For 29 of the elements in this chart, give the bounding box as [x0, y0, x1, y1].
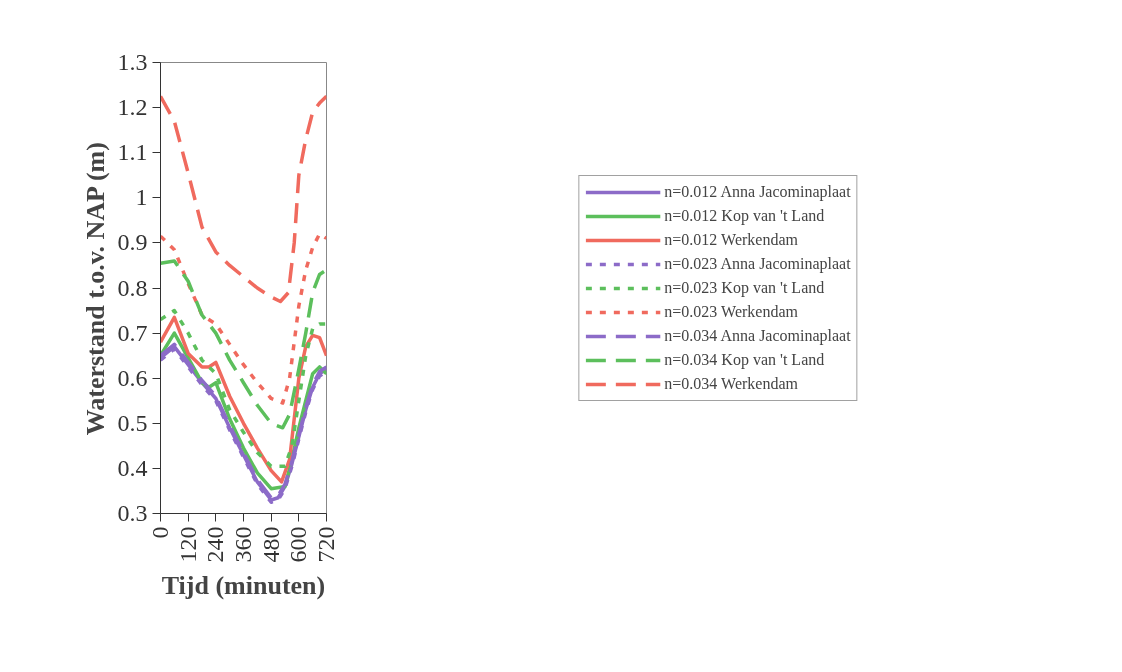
x-tick-label: 480 — [257, 526, 284, 563]
y-tick-label: 0.8 — [117, 274, 148, 301]
y-tick-label: 0.9 — [117, 229, 148, 256]
legend-label: n=0.034 Kop van 't Land — [664, 350, 825, 369]
legend-label: n=0.023 Werkendam — [664, 302, 798, 321]
y-tick-label: 1.3 — [117, 49, 148, 75]
y-tick-label: 0.7 — [117, 319, 148, 346]
y-tick-label: 1.2 — [117, 94, 148, 121]
y-tick-label: 0.4 — [117, 454, 148, 481]
y-tick-label: 0.6 — [117, 364, 148, 391]
y-tick-label: 0.5 — [117, 409, 148, 436]
x-tick-label: 600 — [285, 526, 312, 563]
legend-label: n=0.023 Anna Jacominaplaat — [664, 254, 851, 273]
legend-label: n=0.012 Kop van 't Land — [664, 206, 825, 225]
x-tick-label: 360 — [230, 526, 256, 563]
x-tick-label: 240 — [202, 526, 229, 563]
y-axis-title: Waterstand t.o.v. NAP (m) — [80, 142, 110, 436]
legend-label: n=0.012 Werkendam — [664, 230, 798, 249]
legend-label: n=0.034 Anna Jacominaplaat — [664, 326, 851, 345]
x-axis-title: Tijd (minuten) — [161, 570, 326, 600]
legend-label: n=0.023 Kop van 't Land — [664, 278, 825, 297]
y-tick-label: 1.1 — [117, 139, 148, 166]
y-tick-label: 0.3 — [117, 500, 148, 526]
legend-label: n=0.034 Werkendam — [664, 374, 798, 393]
x-tick-label: 120 — [174, 526, 201, 563]
legend-label: n=0.012 Anna Jacominaplaat — [664, 182, 851, 201]
x-tick-label: 0 — [147, 526, 173, 539]
y-tick-label: 1 — [135, 184, 148, 211]
x-tick-label: 720 — [313, 526, 339, 563]
